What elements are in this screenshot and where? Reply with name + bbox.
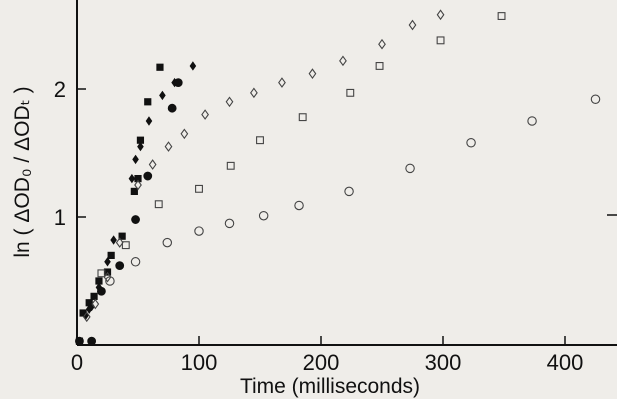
open-circle-point (194, 226, 204, 236)
open-diamond-point (250, 87, 258, 99)
open-circle-point (527, 116, 537, 126)
x-tick-label: 0 (71, 350, 83, 375)
filled-diamond-point (145, 116, 153, 126)
open-circle-point (466, 138, 476, 148)
filled-diamond-point (159, 90, 166, 101)
open-diamond-point (91, 298, 100, 310)
open-diamond-point (278, 77, 286, 88)
filled-diamond-point (137, 141, 144, 152)
filled-diamond-point (189, 61, 197, 71)
y-axis-label: ln ( ΔOD₀ / ΔODₜ ) (11, 86, 34, 257)
open-circle-point (294, 200, 304, 211)
open-circle-point (590, 94, 601, 104)
open-diamond-point (378, 38, 386, 50)
open-diamond-point (164, 141, 173, 152)
open-diamond-point (115, 237, 124, 248)
open-square-point (375, 62, 384, 70)
open-diamond-point (308, 68, 317, 79)
filled-circle-point (173, 78, 183, 87)
open-diamond-point (339, 55, 347, 67)
data-markers (75, 9, 601, 346)
x-axis-label: Time (milliseconds) (240, 375, 420, 398)
x-tick-label: 400 (547, 350, 584, 375)
open-square-point (226, 161, 235, 170)
axis-tick-labels: 0 100 200 300 400 1 2 (54, 77, 584, 375)
open-diamond-point (201, 109, 209, 120)
open-circle-point (405, 163, 415, 174)
open-square-point (121, 241, 130, 250)
open-circle-point (130, 257, 141, 267)
filled-circle-point (131, 215, 140, 224)
filled-circle-point (143, 171, 153, 181)
open-diamond-point (103, 271, 112, 283)
open-diamond-point (436, 9, 445, 21)
filled-diamond-point (132, 154, 139, 165)
open-square-point (97, 269, 106, 278)
filled-square-point (107, 251, 115, 259)
open-square-point (346, 88, 355, 97)
open-diamond-point (180, 128, 189, 140)
open-square-point (195, 184, 203, 193)
open-diamond-point (148, 159, 157, 170)
open-circle-point (105, 276, 115, 286)
filled-circle-point (167, 103, 177, 113)
open-diamond-point (408, 19, 417, 31)
filled-diamond-point (110, 235, 117, 245)
open-diamond-point (134, 179, 142, 191)
open-square-point (298, 113, 307, 122)
open-diamond-point (225, 96, 234, 108)
axis-ticks (76, 88, 566, 345)
filled-square-point (90, 292, 98, 300)
filled-square-point (118, 232, 126, 240)
x-tick-label: 100 (181, 350, 218, 375)
filled-diamond-point (104, 257, 111, 267)
open-square-point (256, 136, 264, 145)
open-diamond-point (82, 311, 91, 323)
filled-square-point (156, 63, 164, 71)
open-circle-point (162, 237, 173, 248)
y-tick-label: 1 (54, 205, 66, 230)
filled-circle-point (87, 336, 97, 346)
plot-area (76, 0, 617, 346)
open-circle-point (344, 186, 354, 197)
y-tick-label: 2 (54, 77, 66, 102)
filled-square-point (130, 187, 138, 195)
open-square-point (436, 36, 445, 45)
filled-square-point (144, 98, 152, 106)
open-circle-point (224, 218, 235, 229)
x-tick-label: 200 (303, 350, 340, 375)
filled-circle-point (97, 286, 106, 296)
open-circle-point (258, 210, 269, 221)
filled-circle-point (115, 261, 125, 271)
open-square-point (154, 200, 163, 209)
open-square-point (497, 12, 506, 20)
x-tick-label: 300 (425, 350, 462, 375)
filled-diamond-point (128, 173, 136, 184)
filled-circle-point (75, 336, 84, 346)
